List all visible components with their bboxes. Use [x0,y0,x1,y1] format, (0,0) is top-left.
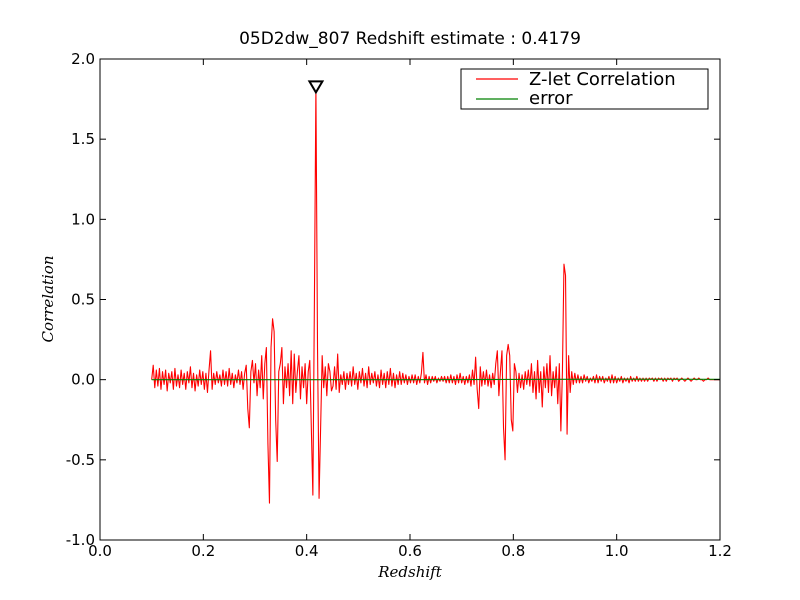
y-tick-label: 0.0 [71,371,95,389]
x-tick-label: 0.6 [398,542,422,560]
legend-label-error: error [529,88,573,109]
y-tick-label: 1.5 [71,130,95,148]
x-tick-label: 0.0 [88,542,112,560]
x-axis: 0.0 0.2 0.4 0.6 0.8 1.0 1.2 [88,59,732,560]
y-axis-label: Correlation [39,256,57,343]
y-axis: -1.0 -0.5 0.0 0.5 1.0 1.5 2.0 [66,50,720,549]
y-tick-label: -0.5 [66,451,95,469]
legend: Z-let Correlation error [460,68,709,110]
y-tick-label: 0.5 [71,291,95,309]
y-tick-label: -1.0 [66,531,95,549]
x-tick-label: 0.2 [191,542,215,560]
legend-label-zlet: Z-let Correlation [529,69,676,90]
x-tick-label: 1.2 [708,542,732,560]
x-axis-label: Redshift [377,563,442,581]
marker-layer [307,80,325,95]
plot-background [100,59,720,540]
series-layer [151,87,721,504]
x-tick-label: 1.0 [605,542,629,560]
y-tick-label: 1.0 [71,210,95,228]
plot-area [99,58,721,541]
x-tick-label: 0.8 [501,542,525,560]
legend-box [460,68,709,110]
chart-title: 05D2dw_807 Redshift estimate : 0.4179 [239,29,581,49]
peak-marker-icon [307,80,325,95]
y-tick-label: 2.0 [71,50,95,68]
x-tick-label: 0.4 [295,542,319,560]
